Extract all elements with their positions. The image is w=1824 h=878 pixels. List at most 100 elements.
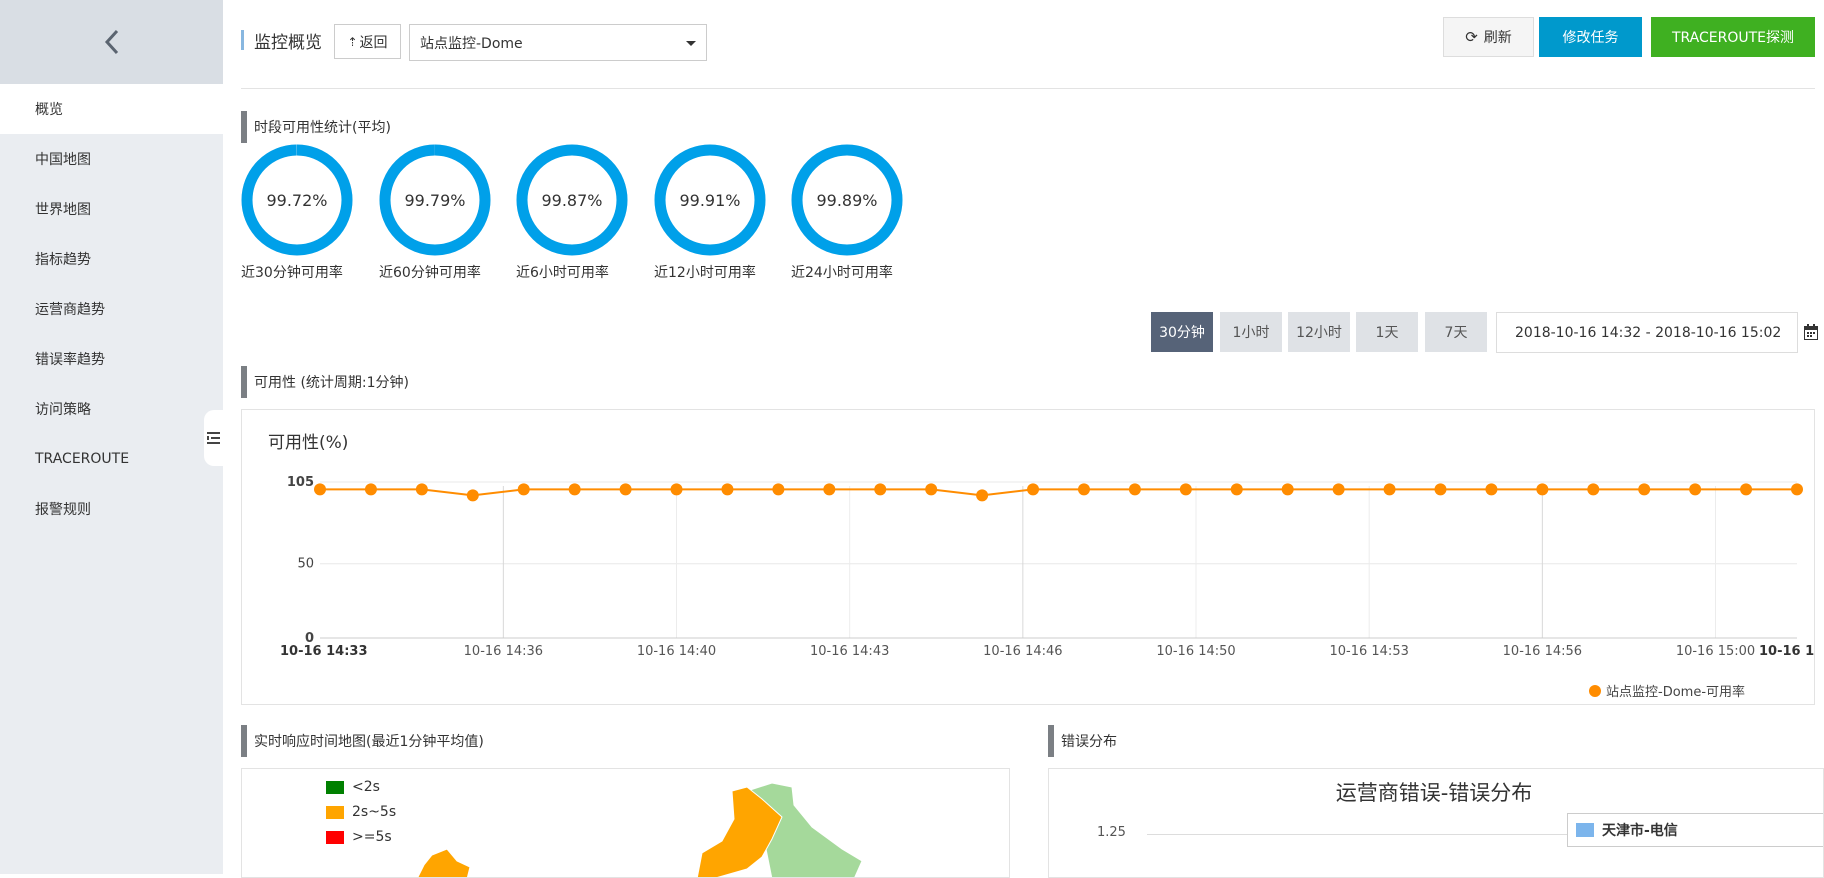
data-point xyxy=(1027,483,1039,495)
error-section-title: 错误分布 xyxy=(1048,725,1117,757)
data-point xyxy=(1333,483,1345,495)
calendar-icon[interactable] xyxy=(1804,324,1818,340)
data-point xyxy=(1129,483,1141,495)
sidebar-item-0[interactable]: 概览 xyxy=(0,84,223,134)
chevron-left-icon xyxy=(102,28,122,56)
range-button-0[interactable]: 30分钟 xyxy=(1151,312,1213,352)
menu-collapse-icon xyxy=(207,430,220,446)
x-tick-label: 10-16 14:36 xyxy=(464,644,543,659)
data-point xyxy=(1231,483,1243,495)
gauge-value: 99.87% xyxy=(516,144,628,256)
caret-down-icon xyxy=(686,41,696,46)
gauge-label: 近30分钟可用率 xyxy=(241,262,343,282)
range-button-3[interactable]: 1天 xyxy=(1356,312,1418,352)
data-point xyxy=(874,483,886,495)
x-tick-label: 10-16 15:00 xyxy=(1676,644,1755,659)
error-chart-title: 运营商错误-错误分布 xyxy=(1049,777,1819,807)
data-point xyxy=(1485,483,1497,495)
range-button-2[interactable]: 12小时 xyxy=(1288,312,1350,352)
availability-chart-title: 可用性 (统计周期:1分钟) xyxy=(241,366,409,398)
traceroute-button[interactable]: TRACEROUTE探测 xyxy=(1651,17,1815,57)
x-tick-label: 10-16 14:50 xyxy=(1156,644,1235,659)
gauge-label: 近24小时可用率 xyxy=(791,262,893,282)
chart-title: 可用性(%) xyxy=(268,433,348,453)
data-point xyxy=(1536,483,1548,495)
sidebar-item-1[interactable]: 中国地图 xyxy=(0,134,223,184)
map-section-title: 实时响应时间地图(最近1分钟平均值) xyxy=(241,725,484,757)
back-button[interactable]: ⇡返回 xyxy=(334,24,401,59)
data-point xyxy=(1689,483,1701,495)
gauge-label: 近12小时可用率 xyxy=(654,262,756,282)
availability-gauge: 99.72% xyxy=(241,144,353,256)
data-point xyxy=(1434,483,1446,495)
collapse-back-button[interactable] xyxy=(0,0,223,84)
gauge-value: 99.72% xyxy=(241,144,353,256)
x-tick-label: 10-16 14:53 xyxy=(1329,644,1408,659)
y-tick-label: 50 xyxy=(297,557,314,572)
range-button-1[interactable]: 1小时 xyxy=(1220,312,1282,352)
gauge-label: 近60分钟可用率 xyxy=(379,262,481,282)
x-tick-label: 10-16 14:43 xyxy=(810,644,889,659)
sidebar-item-7[interactable]: TRACEROUTE xyxy=(0,434,223,484)
y-tick-label: 105 xyxy=(287,475,314,490)
range-button-4[interactable]: 7天 xyxy=(1425,312,1487,352)
sidebar-item-3[interactable]: 指标趋势 xyxy=(0,234,223,284)
upload-arrow-icon: ⇡ xyxy=(347,35,357,49)
x-tick-label: 10-16 15:0 xyxy=(1759,644,1814,659)
data-point xyxy=(721,483,733,495)
main-content: 监控概览 ⇡返回 站点监控-Dome ⟳刷新 修改任务 TRACEROUTE探测… xyxy=(241,0,1824,874)
sidebar-item-5[interactable]: 错误率趋势 xyxy=(0,334,223,384)
x-tick-label: 10-16 14:33 xyxy=(280,644,367,659)
toolbar: 监控概览 ⇡返回 站点监控-Dome ⟳刷新 修改任务 TRACEROUTE探测 xyxy=(241,24,1824,64)
availability-gauge: 99.87% xyxy=(516,144,628,256)
x-tick-label: 10-16 14:56 xyxy=(1503,644,1582,659)
data-point xyxy=(620,483,632,495)
data-point xyxy=(823,483,835,495)
x-tick-label: 10-16 14:40 xyxy=(637,644,716,659)
task-select[interactable]: 站点监控-Dome xyxy=(409,24,707,61)
data-point xyxy=(467,489,479,501)
error-y-tick: 1.25 xyxy=(1097,825,1126,840)
sidebar-item-4[interactable]: 运营商趋势 xyxy=(0,284,223,334)
data-point xyxy=(1740,483,1752,495)
error-distribution-panel: 运营商错误-错误分布 1.25 天津市-电信 xyxy=(1048,768,1824,878)
edit-task-button[interactable]: 修改任务 xyxy=(1539,17,1642,57)
data-point xyxy=(569,483,581,495)
legend-marker xyxy=(1589,685,1601,697)
data-point xyxy=(925,483,937,495)
date-range-input[interactable]: 2018-10-16 14:32 - 2018-10-16 15:02 xyxy=(1496,312,1798,353)
data-point xyxy=(772,483,784,495)
data-point xyxy=(1180,483,1192,495)
availability-gauge: 99.89% xyxy=(791,144,903,256)
sidebar-item-6[interactable]: 访问策略 xyxy=(0,384,223,434)
data-point xyxy=(1384,483,1396,495)
data-point xyxy=(1638,483,1650,495)
refresh-button[interactable]: ⟳刷新 xyxy=(1443,17,1534,57)
legend-label: 站点监控-Dome-可用率 xyxy=(1606,684,1745,700)
data-point xyxy=(314,483,326,495)
data-point xyxy=(1791,483,1803,495)
data-point xyxy=(976,489,988,501)
sidebar-toggle[interactable] xyxy=(204,410,223,466)
gauge-value: 99.79% xyxy=(379,144,491,256)
sidebar-item-2[interactable]: 世界地图 xyxy=(0,184,223,234)
availability-gauge: 99.91% xyxy=(654,144,766,256)
sidebar-item-8[interactable]: 报警规则 xyxy=(0,484,223,534)
china-map xyxy=(242,769,1010,878)
gauge-label: 近6小时可用率 xyxy=(516,262,609,282)
gauge-value: 99.91% xyxy=(654,144,766,256)
data-point xyxy=(416,483,428,495)
refresh-icon: ⟳ xyxy=(1465,28,1478,46)
data-point xyxy=(1282,483,1294,495)
series-line xyxy=(320,489,1797,495)
gauge-value: 99.89% xyxy=(791,144,903,256)
divider xyxy=(241,88,1815,89)
page-title: 监控概览 xyxy=(241,30,322,50)
data-point xyxy=(1587,483,1599,495)
data-point xyxy=(365,483,377,495)
